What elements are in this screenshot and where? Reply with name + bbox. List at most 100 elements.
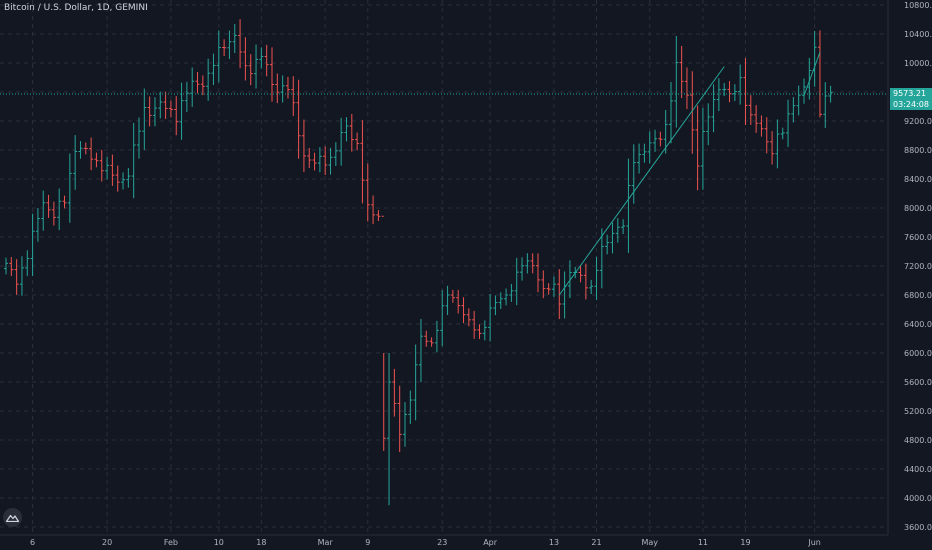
ohlc-bar-up [700,107,705,190]
y-tick-label: 7200.00 [904,262,932,271]
ohlc-bar-down [770,131,775,165]
grid-layer [0,0,888,535]
ohlc-bar-up [594,256,599,300]
ohlc-bar-down [658,131,663,147]
x-tick-label: 19 [740,538,750,547]
y-tick-label: 8000.00 [904,204,932,213]
ohlc-bar-down [450,289,455,303]
ohlc-bar-up [732,84,737,102]
ohlc-bar-up [30,213,35,277]
ohlc-bar-up [339,117,344,166]
ohlc-bar-down [301,119,306,173]
ohlc-bar-up [184,81,189,113]
y-tick-label: 8800.00 [904,146,932,155]
tradingview-mountain-icon [6,514,19,522]
ohlc-bar-down [200,75,205,96]
x-tick-label: 18 [256,538,266,547]
ohlc-bar-down [748,95,753,126]
ohlc-bar-down [285,76,290,99]
ohlc-bar-down [243,37,248,81]
ohlc-bar-down [355,132,360,151]
ohlc-bar-down [195,72,200,94]
ohlc-bar-up [520,257,525,281]
trend-line[interactable] [558,66,725,296]
ohlc-bar-up [227,30,232,59]
y-tick-label: 6000.00 [904,349,932,358]
ohlc-bar-up [35,207,40,242]
ohlc-bar-up [631,144,636,204]
ohlc-bar-down [115,165,120,192]
y-tick-label: 5200.00 [904,407,932,416]
ohlc-bar-up [791,97,796,123]
ohlc-bar-down [360,120,365,204]
ohlc-bar-up [706,103,711,146]
ohlc-bar-up [610,222,615,254]
ohlc-bar-down [557,269,562,320]
ohlc-bar-up [509,283,514,302]
ohlc-bar-up [780,127,785,140]
ohlc-bar-up [152,97,157,127]
ohlc-bar-up [73,135,78,190]
x-tick-label: 11 [698,538,708,547]
ohlc-bar-up [823,82,828,129]
ohlc-bar-up [551,276,556,298]
x-tick-label: 6 [30,538,35,547]
ohlc-bar-up [637,143,642,174]
ohlc-bar-down [174,96,179,136]
ohlc-bar-up [711,84,716,133]
y-tick-label: 6400.00 [904,320,932,329]
ohlc-bar-down [381,215,386,451]
chart-title: Bitcoin / U.S. Dollar, 1D, GEMINI [4,3,148,13]
ohlc-bar-down [270,47,274,102]
y-tick-label: 4400.00 [904,465,932,474]
x-tick-label: 23 [437,538,447,547]
ohlc-bar-down [759,115,764,137]
ohlc-bar-up [121,172,126,190]
ohlc-bar-up [663,109,668,154]
ohlc-bar-up [567,260,572,299]
ohlc-bar-up [211,53,216,85]
y-tick-label: 8400.00 [904,175,932,184]
ohlc-bar-down [764,117,769,154]
ohlc-bar-down [530,253,535,274]
ohlc-bar-up [131,122,136,199]
ohlc-bar-down [323,146,328,176]
bars-layer [4,19,833,506]
x-tick-label: May [641,538,658,547]
ohlc-bar-up [482,320,487,341]
ohlc-bar-up [142,88,147,151]
ohlc-bar-down [466,308,471,327]
ohlc-bar-up [41,190,46,231]
ohlc-bar-up [722,82,727,97]
ohlc-bar-down [264,44,269,77]
x-tick-label: Feb [164,538,178,547]
x-tick-label: Mar [318,538,334,547]
ohlc-bar-up [440,290,445,347]
ohlc-bar-up [605,234,610,255]
ohlc-bar-down [541,270,546,299]
tradingview-logo[interactable] [3,508,22,527]
x-tick-label: 21 [591,538,601,547]
y-tick-label: 10000.00 [904,59,932,68]
ohlc-bar-up [599,228,604,289]
ohlc-bar-down [94,152,99,168]
ohlc-bar-down [365,163,370,222]
ohlc-bar-up [786,99,791,148]
ohlc-bar-down [51,201,56,226]
trend-line[interactable] [803,51,821,96]
x-tick-label: 13 [549,538,559,547]
ohlc-bar-up [504,288,509,306]
ohlc-bar-up [669,82,673,144]
ohlc-bar-up [105,156,110,180]
ohlc-bar-down [578,265,583,283]
ohlc-bar-up [589,279,594,295]
x-tick-label: Jun [807,538,821,547]
y-tick-label: 5600.00 [904,378,932,387]
ohlc-bar-down [583,263,588,300]
time-axis[interactable]: 6 20 Feb 10 18 Mar 9 23 Apr 13 21 May 11 19 Jun [30,538,821,547]
x-tick-label: 10 [214,538,224,547]
ohlc-bar-up [674,35,679,128]
ohlc-bar-up [78,141,83,159]
